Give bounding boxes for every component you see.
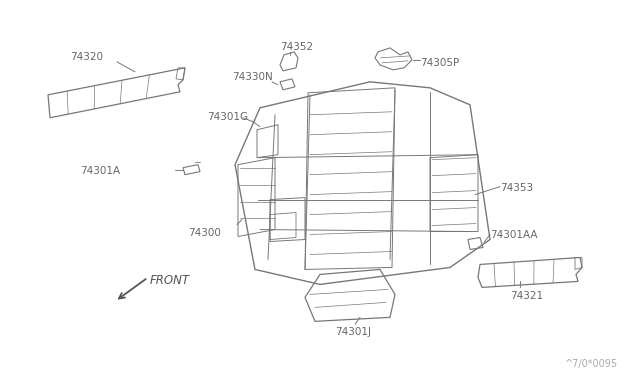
Text: ^7/0*0095: ^7/0*0095 — [565, 359, 618, 369]
Text: 74300: 74300 — [188, 228, 221, 238]
Text: 74320: 74320 — [70, 52, 103, 62]
Text: 74352: 74352 — [280, 42, 313, 52]
Text: 74353: 74353 — [500, 183, 533, 193]
Text: 74305P: 74305P — [420, 58, 460, 68]
Text: 74301AA: 74301AA — [490, 230, 538, 240]
Text: 74330N: 74330N — [232, 72, 273, 82]
Text: 74301J: 74301J — [335, 327, 371, 337]
Text: FRONT: FRONT — [150, 275, 190, 288]
Text: 74321: 74321 — [510, 291, 543, 301]
Text: 74301A: 74301A — [80, 166, 120, 176]
Text: 74301G: 74301G — [207, 112, 248, 122]
